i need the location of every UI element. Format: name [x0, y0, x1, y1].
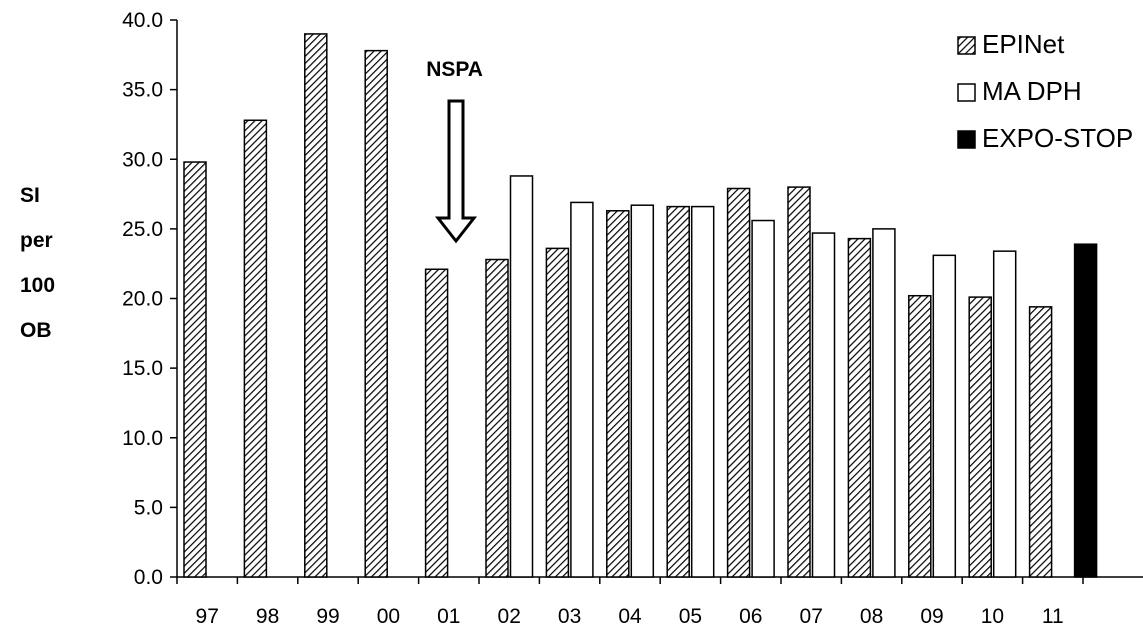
- bar-expo-stop-11: [1073, 243, 1098, 578]
- bar-ma-dph-08: [872, 228, 896, 578]
- y-tick-label: 20.0: [122, 288, 163, 311]
- y-tick-label: 10.0: [122, 427, 163, 450]
- y-tick-label: 0.0: [134, 566, 163, 589]
- bars: [183, 33, 1098, 578]
- x-tick-label: 02: [498, 605, 521, 628]
- bar-epinet-10: [968, 296, 992, 578]
- y-tick-label: 5.0: [134, 496, 163, 519]
- annotation-arrow: [434, 99, 478, 244]
- legend: EPINet MA DPH EXPO-STOP: [957, 29, 1133, 153]
- x-tick-label: 07: [800, 605, 823, 628]
- bar-ma-dph-06: [751, 219, 775, 578]
- bar-epinet-00: [364, 49, 388, 578]
- bar-epinet-07: [787, 186, 811, 578]
- bar-epinet-11: [1028, 306, 1053, 578]
- x-tick-label: 06: [739, 605, 762, 628]
- bar-ma-dph-04: [630, 204, 655, 578]
- x-tick-label: 01: [437, 605, 460, 628]
- y-axis-label-line: OB: [20, 319, 52, 342]
- y-axis-label-line: 100: [20, 274, 55, 297]
- y-axis-label-line: per: [20, 229, 53, 252]
- y-tick-label: 25.0: [122, 218, 163, 241]
- bar-epinet-97: [183, 161, 207, 578]
- bar-epinet-03: [545, 247, 570, 578]
- x-tick-label: 00: [377, 605, 400, 628]
- legend-swatch-expo-stop: [957, 130, 976, 149]
- y-axis-label-line: SI: [20, 184, 40, 207]
- x-tick-label: 05: [679, 605, 702, 628]
- x-tick-label: 10: [981, 605, 1004, 628]
- bar-ma-dph-09: [932, 254, 957, 578]
- legend-swatch-epinet: [957, 36, 976, 55]
- bar-epinet-05: [666, 205, 690, 578]
- bar-epinet-04: [606, 210, 630, 578]
- bar-epinet-08: [847, 237, 872, 578]
- legend-swatch-ma-dph: [957, 83, 976, 102]
- annotation-label: NSPA: [426, 58, 483, 81]
- legend-label-expo-stop: EXPO-STOP: [982, 123, 1133, 153]
- legend-label-epinet: EPINet: [982, 29, 1065, 59]
- bar-ma-dph-10: [992, 250, 1017, 578]
- legend-label-ma-dph: MA DPH: [982, 76, 1082, 106]
- x-tick-label: 09: [920, 605, 943, 628]
- x-tick-label: 08: [860, 605, 883, 628]
- bar-ma-dph-03: [570, 201, 594, 578]
- y-tick-label: 15.0: [122, 357, 163, 380]
- y-axis-label: SI per 100 OB: [20, 184, 55, 342]
- y-tick-label: 35.0: [122, 79, 163, 102]
- bar-epinet-99: [304, 33, 328, 578]
- x-tick-label: 97: [196, 605, 219, 628]
- y-axis: 0.0 5.0 10.0 15.0 20.0 25.0 30.0 35.0 40.0: [122, 9, 178, 589]
- x-axis: 97 98 99 00 01 02 03 04 05 06 07 08 09 10 11: [176, 576, 1143, 628]
- bar-ma-dph-05: [690, 205, 715, 578]
- x-tick-label: 99: [316, 605, 339, 628]
- annotations: NSPA: [426, 58, 483, 244]
- y-tick-label: 30.0: [122, 148, 163, 171]
- bar-epinet-98: [243, 119, 268, 578]
- bar-epinet-06: [726, 187, 751, 578]
- bar-ma-dph-07: [811, 232, 836, 578]
- x-tick-label: 04: [618, 605, 642, 628]
- x-tick-label: 11: [1042, 605, 1064, 628]
- y-tick-label: 40.0: [122, 9, 163, 32]
- x-tick-label: 98: [256, 605, 279, 628]
- bar-ma-dph-02: [509, 175, 534, 578]
- bar-epinet-09: [908, 294, 932, 578]
- bar-epinet-02: [485, 258, 509, 578]
- bar-epinet-01: [424, 268, 449, 578]
- x-tick-label: 03: [558, 605, 581, 628]
